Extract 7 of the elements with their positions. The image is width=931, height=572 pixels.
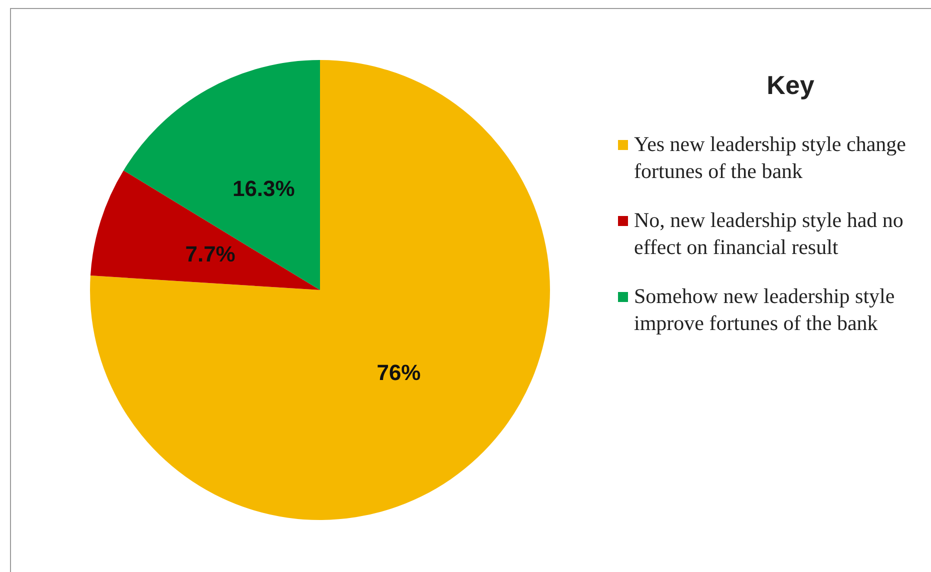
legend-label: No, new leadership style had no effect on financial result xyxy=(634,207,904,261)
legend-title: Key xyxy=(766,70,816,101)
legend-label: Somehow new leadership style improve fortunes of the bank xyxy=(634,283,896,337)
data-label: 16.3% xyxy=(232,176,295,201)
data-label: 7.7% xyxy=(185,242,236,267)
legend-label: Yes new leadership style change fortunes of the bank xyxy=(634,131,907,185)
data-label: 76% xyxy=(376,360,421,385)
